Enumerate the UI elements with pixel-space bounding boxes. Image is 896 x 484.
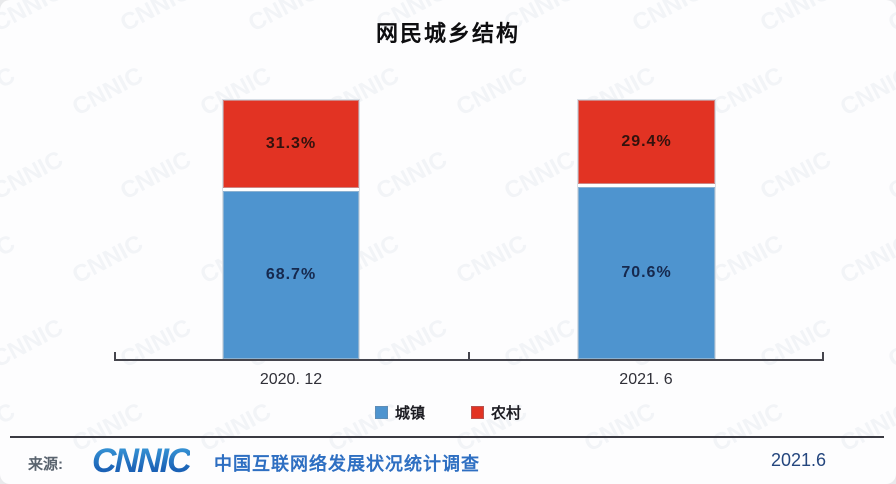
x-tick-label-2021-6: 2021. 6 — [619, 371, 673, 388]
value-label: 68.7% — [265, 265, 317, 283]
value-label: 29.4% — [621, 132, 672, 150]
x-tick-label-2020-12: 2020. 12 — [259, 371, 323, 388]
cnnic-logo: CNNIC — [92, 442, 192, 480]
bar-segment-城镇-2020.12: 68.7% — [223, 190, 359, 359]
urban-legend-swatch-icon — [374, 406, 388, 419]
footer-divider — [10, 436, 884, 438]
rural-legend-swatch-icon — [471, 406, 484, 419]
x-axis-tick — [114, 352, 116, 360]
chart-title: 网民城乡结构 — [375, 21, 520, 46]
value-label: 70.6% — [621, 263, 672, 281]
x-axis-tick — [468, 352, 470, 360]
legend: 城镇 农村 — [0, 402, 896, 423]
bar-segment-农村-2020.12: 31.3% — [223, 100, 359, 188]
x-axis-tick — [822, 352, 824, 360]
stacked-bar-2020.12: 31.3% 68.7% — [222, 99, 360, 360]
footer: 来源: CNNIC 中国互联网络发展状况统计调查 2021.6 — [0, 442, 896, 482]
bar-segment-农村-2021.6: 29.4% — [578, 100, 715, 184]
x-axis-line — [114, 359, 824, 361]
urban-legend-label: 城镇 — [394, 405, 425, 422]
source-text: 中国互联网络发展状况统计调查 — [214, 454, 480, 474]
stacked-bar-2021.6: 29.4% 70.6% — [577, 99, 716, 360]
rural-legend-label: 农村 — [491, 405, 522, 422]
value-label: 31.3% — [265, 134, 317, 152]
source-label: 来源: — [28, 456, 63, 473]
footer-date: 2021.6 — [770, 450, 826, 470]
legend-item-urban: 城镇 — [374, 402, 425, 423]
bar-segment-城镇-2021.6: 70.6% — [578, 186, 715, 359]
legend-item-rural: 农村 — [471, 402, 521, 423]
